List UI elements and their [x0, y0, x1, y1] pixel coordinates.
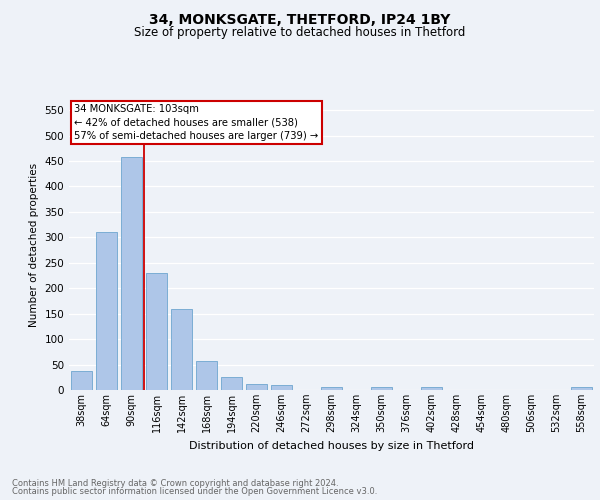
- Bar: [321, 388, 342, 390]
- Bar: [196, 361, 217, 390]
- Y-axis label: Number of detached properties: Number of detached properties: [29, 163, 39, 327]
- Bar: [171, 308, 192, 390]
- Text: 34 MONKSGATE: 103sqm
← 42% of detached houses are smaller (538)
57% of semi-deta: 34 MONKSGATE: 103sqm ← 42% of detached h…: [74, 104, 319, 141]
- Bar: [571, 388, 592, 390]
- Bar: [121, 158, 142, 390]
- Bar: [71, 370, 92, 390]
- Text: Size of property relative to detached houses in Thetford: Size of property relative to detached ho…: [134, 26, 466, 39]
- Bar: [146, 273, 167, 390]
- Bar: [96, 232, 117, 390]
- Text: Contains public sector information licensed under the Open Government Licence v3: Contains public sector information licen…: [12, 487, 377, 496]
- Bar: [246, 384, 267, 390]
- Text: 34, MONKSGATE, THETFORD, IP24 1BY: 34, MONKSGATE, THETFORD, IP24 1BY: [149, 12, 451, 26]
- Text: Contains HM Land Registry data © Crown copyright and database right 2024.: Contains HM Land Registry data © Crown c…: [12, 478, 338, 488]
- Bar: [421, 388, 442, 390]
- X-axis label: Distribution of detached houses by size in Thetford: Distribution of detached houses by size …: [189, 440, 474, 450]
- Bar: [221, 378, 242, 390]
- Bar: [371, 388, 392, 390]
- Bar: [271, 386, 292, 390]
